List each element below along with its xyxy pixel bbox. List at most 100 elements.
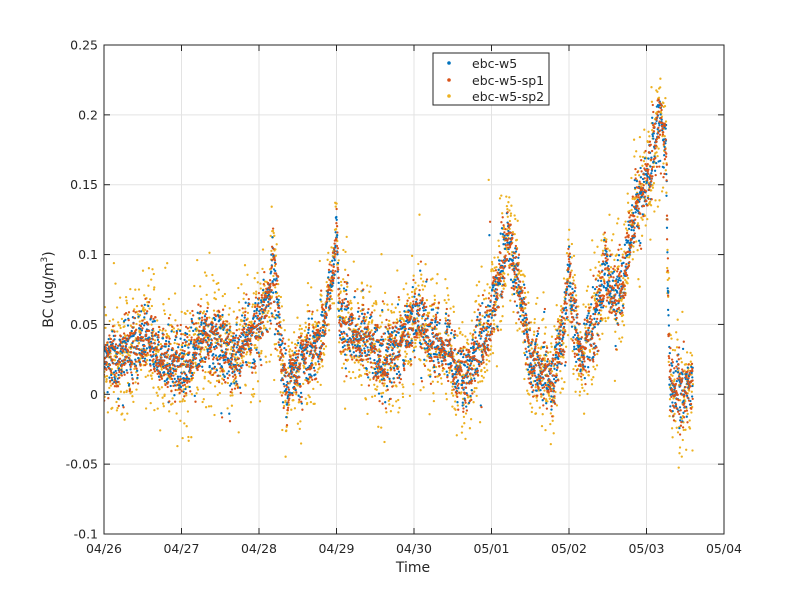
data-point [573, 346, 575, 348]
data-point [579, 394, 581, 396]
data-point [317, 360, 319, 362]
data-point [146, 359, 148, 361]
data-point [564, 364, 566, 366]
data-point [260, 299, 262, 301]
data-point [661, 190, 663, 192]
data-point [397, 399, 399, 401]
data-point [448, 298, 450, 300]
data-point [182, 398, 184, 400]
data-point [161, 386, 163, 388]
data-point [279, 391, 281, 393]
data-point [656, 91, 658, 93]
data-point [689, 419, 691, 421]
data-point [350, 302, 352, 304]
data-point [621, 309, 623, 311]
data-point [204, 315, 206, 317]
data-point [391, 331, 393, 333]
data-point [436, 324, 438, 326]
data-point [335, 216, 337, 218]
data-point [226, 372, 228, 374]
data-point [368, 291, 370, 293]
data-point [624, 220, 626, 222]
data-point [536, 390, 538, 392]
data-point [403, 320, 405, 322]
data-point [641, 235, 643, 237]
data-point [166, 377, 168, 379]
data-point [650, 86, 652, 88]
data-point [110, 384, 112, 386]
data-point [542, 393, 544, 395]
data-point [509, 299, 511, 301]
data-point [519, 315, 521, 317]
data-point [123, 371, 125, 373]
data-point [469, 332, 471, 334]
data-point [628, 224, 630, 226]
data-point [474, 331, 476, 333]
data-point [637, 222, 639, 224]
data-point [379, 314, 381, 316]
data-point [638, 240, 640, 242]
data-point [491, 288, 493, 290]
data-point [403, 310, 405, 312]
data-point [351, 307, 353, 309]
data-point [586, 290, 588, 292]
data-point [123, 391, 125, 393]
data-point [604, 272, 606, 274]
data-point [301, 332, 303, 334]
data-point [418, 336, 420, 338]
data-point [666, 267, 668, 269]
data-point [238, 328, 240, 330]
data-point [173, 342, 175, 344]
data-point [376, 389, 378, 391]
data-point [325, 345, 327, 347]
data-point [552, 387, 554, 389]
data-point [664, 135, 666, 137]
data-point [572, 276, 574, 278]
data-point [380, 325, 382, 327]
data-point [321, 365, 323, 367]
data-point [157, 339, 159, 341]
data-point [539, 389, 541, 391]
data-point [151, 305, 153, 307]
data-point [238, 309, 240, 311]
data-point [414, 282, 416, 284]
data-point [485, 363, 487, 365]
data-point [191, 393, 193, 395]
data-point [599, 338, 601, 340]
data-point [488, 292, 490, 294]
data-point [393, 311, 395, 313]
data-point [307, 332, 309, 334]
data-point [523, 352, 525, 354]
data-point [202, 388, 204, 390]
data-point [126, 302, 128, 304]
data-point [282, 401, 284, 403]
data-point [417, 284, 419, 286]
data-point [500, 320, 502, 322]
data-point [265, 356, 267, 358]
data-point [291, 350, 293, 352]
data-point [179, 330, 181, 332]
data-point [343, 287, 345, 289]
data-point [537, 333, 539, 335]
data-point [621, 320, 623, 322]
data-point [111, 407, 113, 409]
data-point [239, 323, 241, 325]
data-point [172, 381, 174, 383]
data-point [143, 324, 145, 326]
data-point [434, 299, 436, 301]
data-point [641, 219, 643, 221]
data-point [207, 380, 209, 382]
data-point [366, 368, 368, 370]
data-point [174, 292, 176, 294]
data-point [303, 366, 305, 368]
data-point [457, 379, 459, 381]
data-point [625, 227, 627, 229]
data-point [425, 280, 427, 282]
data-point [595, 294, 597, 296]
data-point [637, 278, 639, 280]
data-point [277, 301, 279, 303]
data-point [144, 357, 146, 359]
data-point [151, 372, 153, 374]
data-point [262, 279, 264, 281]
data-point [211, 274, 213, 276]
